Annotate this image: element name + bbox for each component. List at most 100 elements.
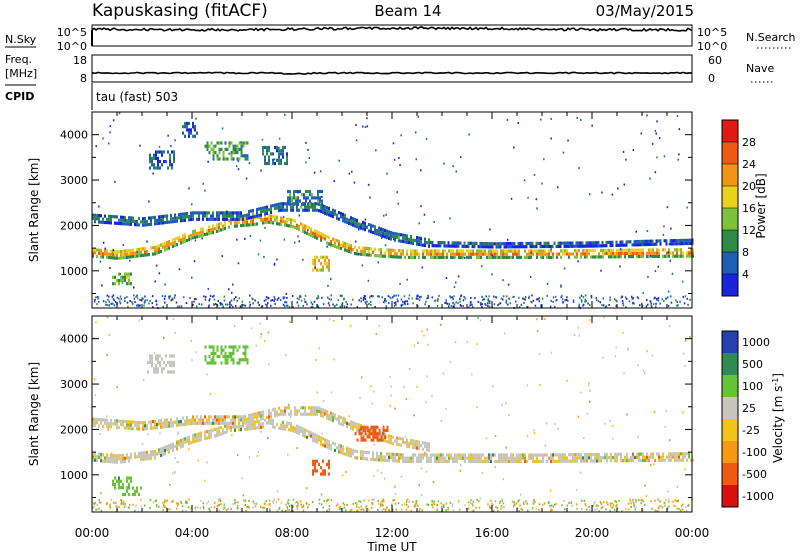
echo-cell (339, 508, 341, 511)
echo-cell (609, 240, 612, 244)
echo-cell (116, 385, 118, 388)
echo-cell (386, 229, 388, 233)
echo-cell (272, 158, 274, 162)
echo-cell (516, 459, 518, 463)
echo-cell (668, 452, 670, 456)
echo-cell (238, 221, 240, 225)
echo-cell (178, 239, 180, 243)
echo-cell (478, 249, 480, 253)
echo-cell (192, 236, 194, 239)
echo-cell (454, 255, 456, 259)
echo-cell (95, 145, 97, 148)
echo-cell (220, 361, 223, 365)
echo-cell (266, 211, 268, 216)
echo-cell (328, 510, 330, 513)
echo-cell (593, 502, 595, 505)
echo-cell (480, 252, 482, 256)
echo-cell (206, 141, 209, 145)
echo-cell (180, 500, 182, 503)
echo-cell (370, 226, 372, 231)
echo-cell (524, 249, 526, 253)
echo-cell (170, 424, 172, 428)
echo-cell (128, 486, 130, 490)
echo-cell (144, 457, 146, 461)
echo-cell (388, 440, 390, 444)
echo-cell (663, 239, 666, 243)
echo-cell (335, 504, 338, 507)
echo-cell (374, 254, 376, 258)
echo-cell (484, 302, 486, 305)
echo-cell (244, 351, 247, 355)
echo-cell (600, 459, 602, 463)
echo-cell (128, 492, 130, 497)
echo-cell (132, 492, 134, 497)
echo-cell (317, 196, 319, 200)
echo-cell (293, 193, 295, 197)
echo-cell (460, 464, 462, 467)
echo-cell (116, 427, 118, 430)
echo-cell (422, 243, 424, 247)
echo-cell (406, 237, 408, 241)
echo-cell (630, 459, 632, 463)
echo-cell (427, 343, 429, 346)
echo-cell (222, 415, 224, 419)
echo-cell (188, 438, 190, 442)
echo-cell (665, 242, 668, 246)
echo-cell (346, 242, 348, 246)
echo-cell (294, 409, 296, 413)
echo-cell (134, 301, 136, 304)
echo-cell (118, 506, 120, 508)
echo-cell (301, 193, 303, 197)
echo-cell (211, 214, 213, 217)
echo-cell (161, 502, 164, 505)
echo-cell (120, 253, 122, 257)
echo-cell (96, 248, 98, 252)
echo-cell (194, 508, 197, 511)
echo-cell (614, 452, 616, 456)
echo-cell (246, 417, 248, 421)
echo-cell (209, 509, 211, 512)
echo-cell (424, 451, 426, 454)
echo-cell (362, 456, 364, 461)
echo-cell (293, 196, 295, 200)
velocity-colorbar-swatch (722, 375, 738, 397)
echo-cell (308, 406, 310, 410)
echo-cell (686, 458, 688, 462)
echo-cell (434, 453, 436, 457)
echo-cell (374, 231, 376, 235)
echo-cell (385, 305, 387, 308)
echo-cell (232, 144, 235, 148)
echo-cell (242, 223, 244, 227)
echo-cell (265, 296, 268, 299)
echo-cell (415, 131, 417, 134)
echo-cell (314, 462, 316, 467)
echo-cell (520, 493, 522, 496)
echo-cell (584, 503, 586, 505)
echo-cell (380, 435, 383, 439)
echo-cell (257, 301, 259, 304)
echo-cell (512, 252, 514, 256)
echo-cell (314, 409, 316, 413)
echo-cell (381, 499, 384, 502)
echo-cell (148, 457, 150, 461)
nsky-label: N.Sky (5, 33, 37, 46)
echo-cell (491, 245, 494, 249)
echo-cell (236, 348, 239, 352)
echo-cell (394, 252, 396, 256)
echo-cell (468, 249, 470, 253)
echo-cell (470, 459, 472, 463)
echo-cell (222, 508, 224, 511)
echo-cell (174, 444, 176, 448)
nave-tick-top: 60 (708, 54, 722, 67)
echo-cell (220, 351, 223, 355)
echo-cell (278, 202, 280, 206)
time-tick-label: 08:00 (275, 526, 310, 540)
echo-cell (169, 360, 171, 364)
echo-cell (599, 244, 602, 248)
echo-cell (196, 415, 198, 419)
echo-cell (576, 459, 578, 463)
echo-cell (124, 503, 126, 506)
echo-cell (306, 205, 308, 209)
echo-cell (187, 506, 190, 509)
